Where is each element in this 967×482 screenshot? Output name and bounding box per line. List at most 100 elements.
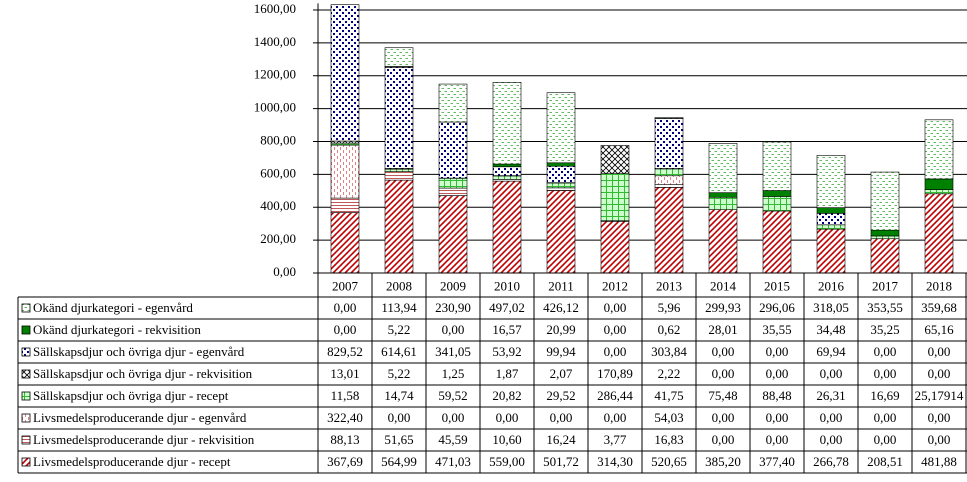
bar-segment	[330, 197, 360, 213]
bar-segment	[816, 207, 846, 214]
bar-segment	[816, 155, 846, 208]
table-cell: 0,00	[766, 410, 789, 425]
table-cell: 0,00	[928, 410, 951, 425]
table-cell: 0,00	[820, 410, 843, 425]
bar-segment	[384, 168, 414, 172]
bar-segment	[384, 179, 414, 274]
table-cell: 614,61	[381, 344, 417, 359]
table-cell: 0,00	[550, 410, 573, 425]
table-cell: 99,94	[546, 344, 576, 359]
x-tick-label: 2012	[602, 278, 628, 293]
legend-marker	[21, 457, 31, 467]
bar-segment	[924, 193, 954, 274]
x-tick-label: 2015	[764, 278, 790, 293]
legend-label: Livsmedelsproducerande djur - egenvård	[33, 410, 247, 425]
table-cell: 564,99	[381, 454, 417, 469]
table-cell: 1,25	[442, 366, 465, 381]
bar-segment	[654, 184, 684, 188]
bar-segment	[492, 180, 522, 274]
bar-segment	[708, 196, 738, 210]
table-cell: 0,00	[874, 366, 897, 381]
bar-segment	[330, 140, 360, 144]
table-cell: 65,16	[924, 322, 954, 337]
table-cell: 318,05	[813, 300, 849, 315]
table-cell: 266,78	[813, 454, 849, 469]
bar-segment	[438, 121, 468, 179]
table-cell: 16,83	[654, 432, 683, 447]
table-cell: 20,82	[492, 388, 521, 403]
bar-segment	[492, 163, 522, 168]
table-cell: 829,52	[327, 344, 363, 359]
bar-segment	[384, 67, 414, 169]
y-tick-label: 600,00	[260, 165, 296, 180]
bar-segment	[762, 190, 792, 197]
bar-segment	[600, 221, 630, 274]
y-tick-label: 0,00	[273, 264, 296, 279]
bar-segment	[654, 117, 684, 119]
bar-segment	[870, 238, 900, 274]
bar-segment	[546, 190, 576, 274]
legend-label: Sällskapsdjur och övriga djur - rekvisit…	[33, 366, 253, 381]
table-cell: 14,74	[384, 388, 414, 403]
bar-segment	[330, 4, 360, 142]
table-cell: 501,72	[543, 454, 579, 469]
table-cell: 0,00	[766, 366, 789, 381]
bar-segment	[816, 213, 846, 226]
table-cell: 296,06	[759, 300, 795, 315]
table-cell: 0,00	[712, 344, 735, 359]
table-cell: 208,51	[867, 454, 903, 469]
bar-segment	[438, 195, 468, 274]
table-cell: 0,00	[820, 432, 843, 447]
table-cell: 0,00	[766, 344, 789, 359]
bar-segment	[600, 145, 630, 174]
table-cell: 497,02	[489, 300, 525, 315]
bar-segment	[330, 144, 360, 199]
table-cell: 0,00	[712, 432, 735, 447]
table-cell: 28,01	[708, 322, 737, 337]
table-cell: 0,00	[928, 366, 951, 381]
table-cell: 113,94	[381, 300, 417, 315]
table-cell: 0,00	[334, 300, 357, 315]
table-cell: 359,68	[921, 300, 957, 315]
legend-label: Sällskapsdjur och övriga djur - egenvård	[33, 344, 245, 359]
bar-segment	[492, 175, 522, 180]
x-tick-label: 2018	[926, 278, 952, 293]
bar-segment	[600, 173, 630, 222]
legend-label: Okänd djurkategori - rekvisition	[33, 322, 201, 337]
bar-segment	[546, 92, 576, 164]
bar-segment	[708, 209, 738, 274]
table-cell: 303,84	[651, 344, 687, 359]
table-cell: 520,65	[651, 454, 687, 469]
y-tick-label: 1400,00	[254, 34, 296, 49]
table-cell: 5,22	[388, 366, 411, 381]
bar-segment	[546, 165, 576, 183]
legend-marker	[21, 347, 31, 357]
table-cell: 0,00	[604, 300, 627, 315]
legend-marker	[21, 435, 31, 445]
bar-segment	[546, 182, 576, 189]
table-cell: 341,05	[435, 344, 471, 359]
table-cell: 367,69	[327, 454, 363, 469]
table-cell: 0,00	[442, 410, 465, 425]
table-cell: 481,88	[921, 454, 957, 469]
bar-segment	[708, 192, 738, 198]
table-cell: 0,00	[334, 322, 357, 337]
table-cell: 29,52	[546, 388, 575, 403]
table-cell: 45,59	[438, 432, 467, 447]
table-cell: 25,17914	[915, 388, 964, 403]
bar-segment	[924, 189, 954, 195]
table-cell: 0,00	[928, 432, 951, 447]
table-cell: 51,65	[384, 432, 413, 447]
bar-segment	[384, 171, 414, 181]
table-cell: 0,00	[820, 366, 843, 381]
bar-segment	[870, 229, 900, 237]
bar-segment	[708, 143, 738, 193]
table-cell: 53,92	[492, 344, 521, 359]
table-cell: 16,24	[546, 432, 576, 447]
table-cell: 353,55	[867, 300, 903, 315]
table-cell: 0,00	[604, 322, 627, 337]
table-cell: 0,00	[766, 432, 789, 447]
table-cell: 0,00	[604, 344, 627, 359]
x-tick-label: 2011	[548, 278, 574, 293]
table-cell: 0,00	[442, 322, 465, 337]
